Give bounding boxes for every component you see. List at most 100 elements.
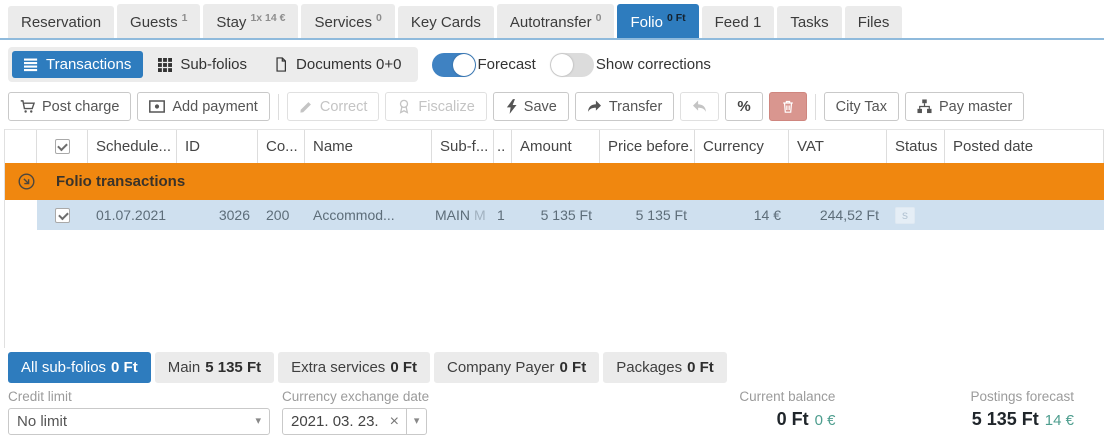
city-tax-button[interactable]: City Tax (823, 92, 899, 121)
discount-button[interactable]: % (725, 92, 763, 121)
col-id[interactable]: ID (177, 130, 258, 163)
subtab-amount: 5 135 Ft (205, 359, 262, 376)
col-currency[interactable]: Currency (695, 130, 789, 163)
row-indicator-cell (5, 200, 37, 230)
pay-master-label: Pay master (938, 98, 1013, 115)
tab-tasks[interactable]: Tasks (777, 6, 842, 38)
transactions-table: Schedule... ID Co... Name Sub-f... .. Am… (4, 129, 1104, 348)
save-button[interactable]: Save (492, 92, 569, 121)
cell-subfolio: MAIN M (432, 200, 494, 230)
cell-vat: 244,52 Ft (819, 207, 879, 223)
col-posted-date[interactable]: Posted date (945, 130, 1104, 163)
col-select (37, 130, 88, 163)
tab-stay[interactable]: Stay 1x 14 € (203, 4, 299, 38)
subtab-packages[interactable]: Packages 0 Ft (603, 352, 727, 383)
date-dropdown-button[interactable]: ▾ (405, 409, 427, 434)
document-icon (274, 57, 288, 72)
show-corrections-toggle[interactable]: Show corrections (549, 52, 711, 77)
tab-label: Reservation (21, 14, 102, 31)
undo-button[interactable] (680, 92, 720, 121)
subtab-main[interactable]: Main 5 135 Ft (154, 352, 275, 383)
col-code[interactable]: Co... (258, 130, 305, 163)
row-checkbox[interactable] (55, 207, 70, 223)
subtab-all-subfolios[interactable]: All sub-folios 0 Ft (8, 352, 151, 383)
tab-guests[interactable]: Guests 1 (117, 4, 201, 38)
col-status[interactable]: Status (887, 130, 945, 163)
select-all-checkbox[interactable] (54, 139, 70, 154)
view-subfolios-button[interactable]: Sub-folios (146, 51, 259, 78)
add-payment-button[interactable]: Add payment (137, 92, 270, 121)
col-schedule[interactable]: Schedule... (88, 130, 177, 163)
tab-label: Tasks (790, 14, 829, 31)
tab-key-cards[interactable]: Key Cards (397, 6, 494, 38)
folio-toolbar: Post charge Add payment Correct Fiscaliz… (0, 88, 1104, 128)
status-badge: s (895, 206, 915, 224)
col-price-before[interactable]: Price before... (600, 130, 695, 163)
view-transactions-button[interactable]: Transactions (12, 51, 144, 78)
tab-reservation[interactable]: Reservation (8, 6, 115, 38)
group-label: Folio transactions (56, 173, 186, 190)
banknote-icon (149, 100, 166, 113)
toggle-knob (550, 53, 573, 76)
tab-feed[interactable]: Feed 1 (701, 6, 775, 38)
credit-limit-label: Credit limit (8, 389, 72, 404)
seal-icon (397, 99, 411, 114)
list-icon (24, 58, 38, 72)
tab-label: Files (857, 14, 890, 31)
exchange-date-input[interactable]: 2021. 03. 23. × ▾ (282, 408, 428, 435)
save-label: Save (523, 98, 557, 115)
post-charge-label: Post charge (42, 98, 120, 115)
post-charge-button[interactable]: Post charge (8, 92, 132, 121)
fiscalize-button[interactable]: Fiscalize (385, 92, 487, 121)
postings-forecast-block: Postings forecast 5 135 Ft 14 € (970, 389, 1074, 430)
col-indicator (5, 130, 37, 163)
add-payment-label: Add payment (172, 98, 258, 115)
tab-files[interactable]: Files (844, 6, 903, 38)
col-amount[interactable]: Amount (512, 130, 600, 163)
sitemap-icon (917, 99, 932, 114)
cell-code: 200 (266, 207, 290, 223)
forecast-toggle[interactable]: Forecast (431, 52, 536, 77)
subtab-amount: 0 Ft (687, 359, 714, 376)
subtab-label: All sub-folios (21, 359, 107, 376)
col-subfolio[interactable]: Sub-f... (432, 130, 494, 163)
cell-status: s (887, 200, 945, 230)
tab-label: Services (314, 14, 373, 31)
chevron-down-icon: ▾ (255, 415, 261, 427)
correct-button[interactable]: Correct (286, 92, 380, 121)
correct-label: Correct (319, 98, 368, 115)
tab-badge: 0 (376, 12, 382, 24)
view-documents-button[interactable]: Documents 0+0 (262, 51, 413, 78)
subtab-extra-services[interactable]: Extra services 0 Ft (278, 352, 430, 383)
collapse-icon[interactable] (18, 173, 35, 190)
subtab-label: Extra services (291, 359, 386, 376)
clear-date-button[interactable]: × (383, 413, 406, 431)
view-documents-label: Documents 0+0 (296, 56, 402, 73)
view-subfolios-label: Sub-folios (180, 56, 248, 73)
group-row-folio-transactions[interactable]: Folio transactions (5, 163, 1104, 200)
tab-label: Stay (216, 14, 247, 31)
pay-master-button[interactable]: Pay master (904, 92, 1025, 121)
transfer-button[interactable]: Transfer (574, 92, 675, 121)
table-header-row: Schedule... ID Co... Name Sub-f... .. Am… (5, 129, 1104, 163)
bolt-icon (505, 99, 517, 114)
chevron-down-icon: ▾ (413, 415, 420, 427)
subtab-label: Company Payer (446, 359, 555, 376)
col-vat[interactable]: VAT (789, 130, 887, 163)
cell-price-before: 5 135 Ft (635, 207, 687, 223)
tab-label: Autotransfer (509, 14, 592, 31)
subtab-company-payer[interactable]: Company Payer 0 Ft (433, 352, 600, 383)
tab-folio[interactable]: Folio 0 Ft (617, 4, 699, 38)
tab-badge: 0 Ft (666, 12, 686, 24)
transaction-row[interactable]: 01.07.2021 3026 200 Accommod... MAIN M 1 … (5, 200, 1104, 230)
transfer-arrow-icon (587, 100, 602, 113)
tab-autotransfer[interactable]: Autotransfer 0 (496, 4, 615, 38)
view-bar: Transactions Sub-folios Documents 0+0 Fo… (0, 40, 1104, 88)
tab-services[interactable]: Services 0 (301, 4, 395, 38)
cell-amount: 5 135 Ft (540, 207, 592, 223)
col-name[interactable]: Name (305, 130, 432, 163)
delete-button[interactable] (768, 92, 807, 121)
col-qty[interactable]: .. (494, 130, 512, 163)
subtab-amount: 0 Ft (111, 359, 138, 376)
credit-limit-select[interactable]: No limit ▾ (8, 408, 270, 435)
